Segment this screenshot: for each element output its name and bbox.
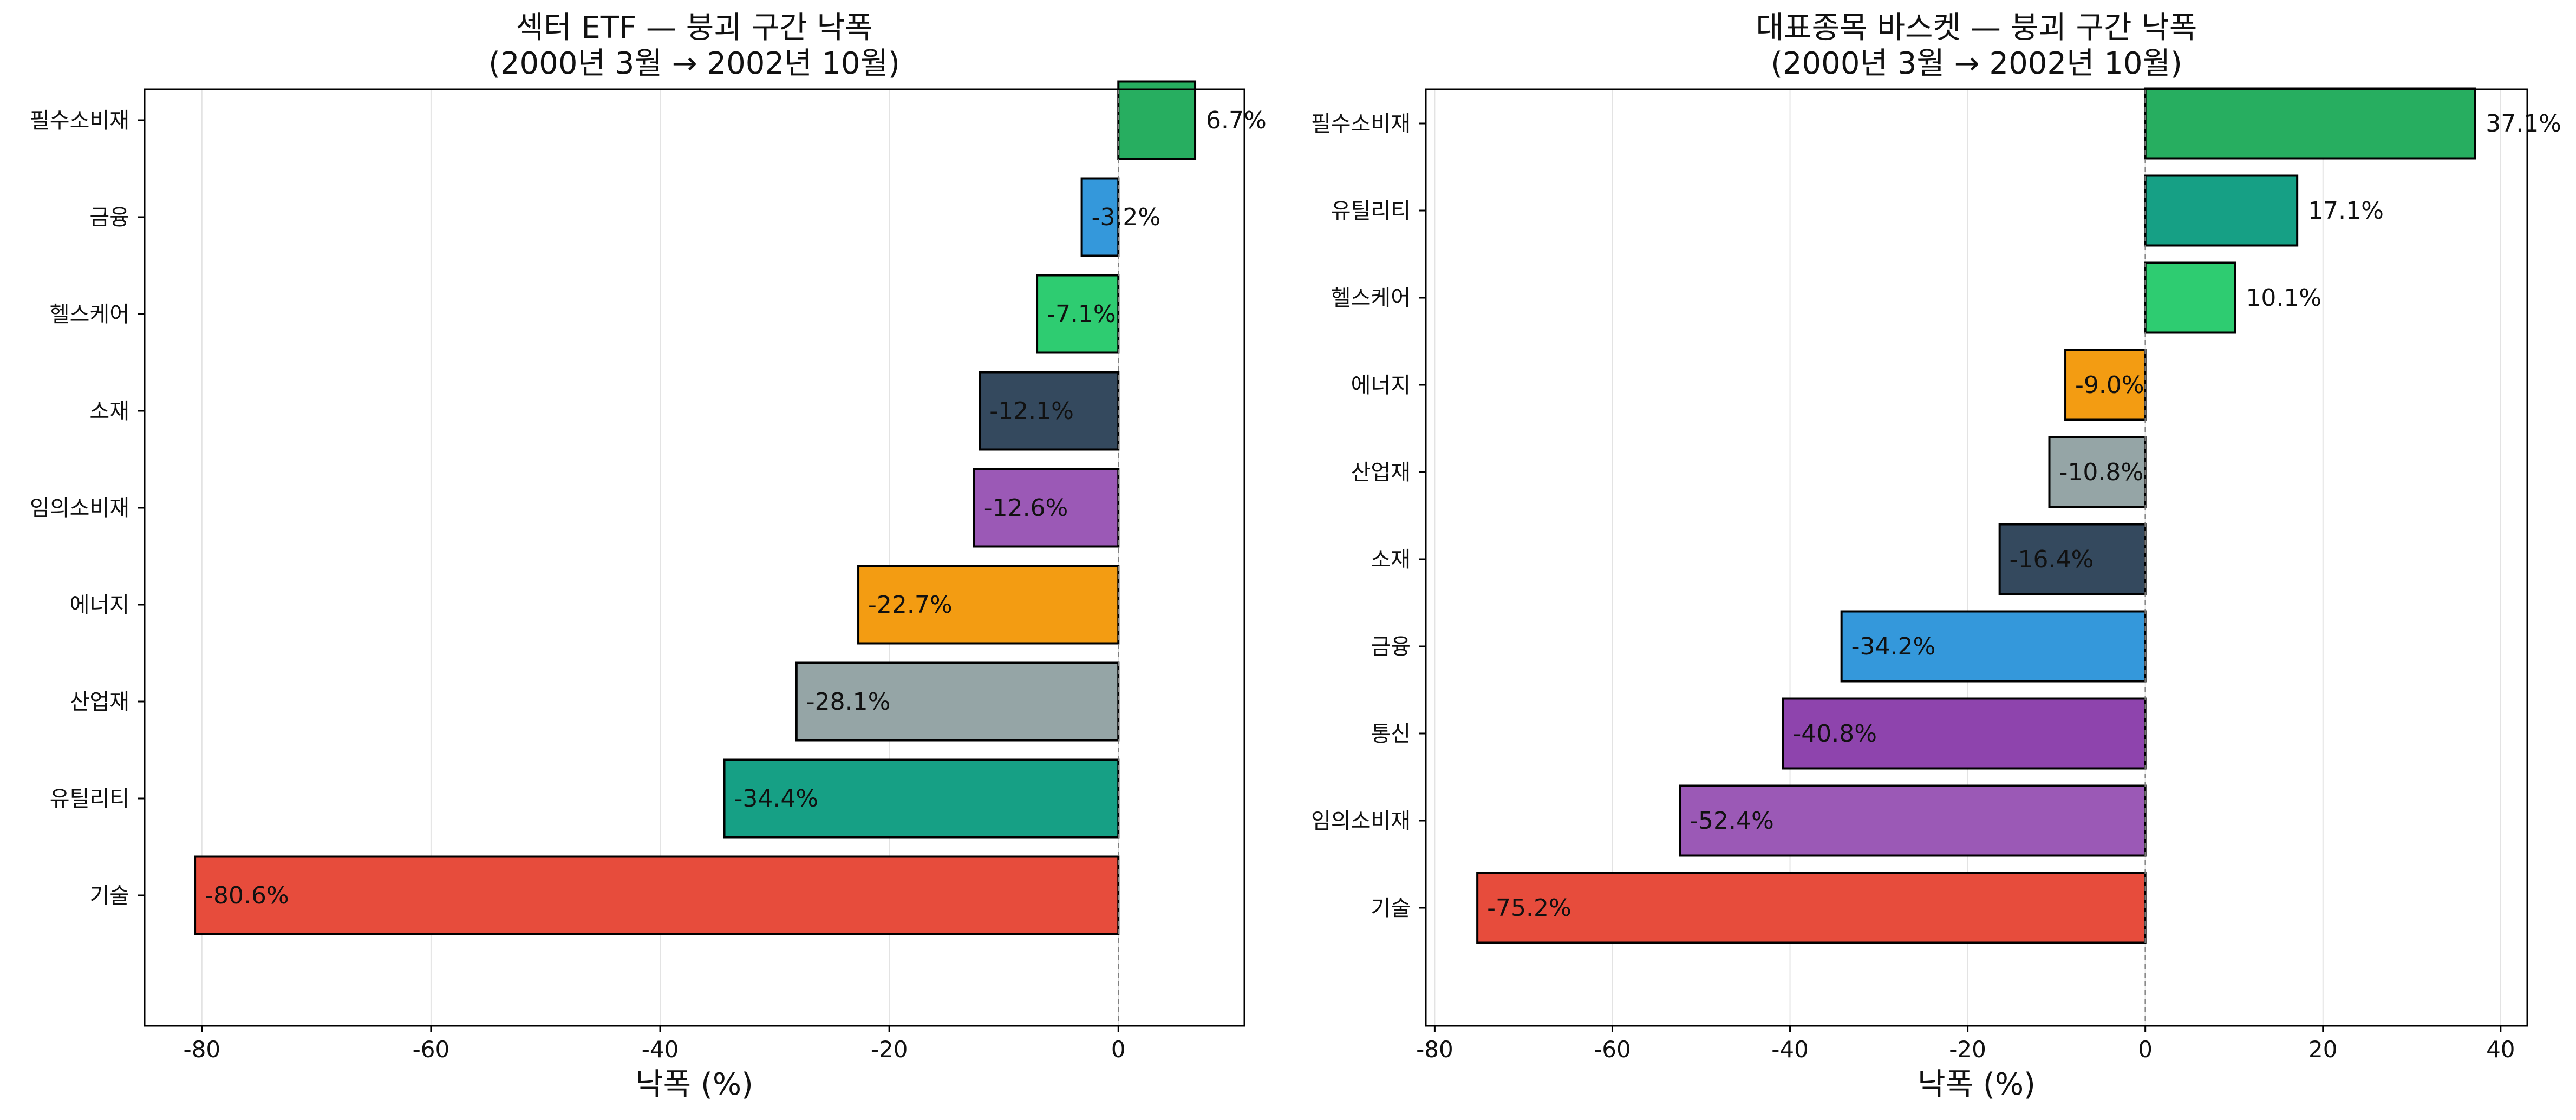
bar (1679, 784, 2147, 857)
plot-frame (144, 88, 1245, 1027)
y-tick-label: 헬스케어 (50, 302, 129, 327)
y-tick-label: 필수소비재 (30, 108, 129, 133)
chart-subtitle: (2000년 3월 → 2002년 10월) (1771, 46, 2182, 81)
bar (2144, 261, 2236, 334)
bar (1840, 610, 2147, 683)
bar (1036, 274, 1120, 354)
y-tick-label: 금융 (89, 205, 129, 230)
bar (979, 371, 1120, 451)
data-label: -52.4% (1690, 807, 1774, 835)
y-tick-label: 기술 (1371, 896, 1411, 921)
x-tick-label: 0 (2138, 1036, 2153, 1063)
x-axis-label: 낙폭 (%) (635, 1067, 753, 1102)
chart-title: 대표종목 바스켓 — 붕괴 구간 낙폭 (1756, 10, 2197, 45)
bar (194, 855, 1120, 935)
x-tick-label: 20 (2308, 1036, 2337, 1063)
x-tick-label: -40 (642, 1036, 679, 1063)
data-label: -16.4% (2010, 546, 2094, 573)
y-tick-label: 산업재 (70, 690, 129, 715)
bar (973, 468, 1120, 548)
y-tick-label: 소재 (89, 399, 129, 424)
y-tick-label: 필수소비재 (1311, 112, 1411, 136)
bar (857, 565, 1120, 645)
x-tick-labels: -80 -60 -40 -20 0 (183, 1026, 1126, 1063)
bar (1476, 872, 2147, 944)
bar (2064, 349, 2147, 421)
x-tick-label: -80 (1416, 1036, 1453, 1063)
x-tick-labels: -80 -60 -40 -20 0 20 40 (1416, 1026, 2515, 1063)
x-tick-label: -60 (413, 1036, 450, 1063)
data-label: -34.2% (1851, 633, 1936, 660)
x-tick-label: -20 (871, 1036, 908, 1063)
x-tick-label: 0 (1111, 1036, 1126, 1063)
chart-subtitle: (2000년 3월 → 2002년 10월) (488, 46, 900, 81)
plot-frame (1425, 88, 2528, 1027)
bar (1080, 177, 1120, 257)
y-tick-label: 산업재 (1351, 460, 1411, 485)
bar (2144, 87, 2476, 160)
bar (723, 758, 1120, 839)
data-label: -40.8% (1792, 720, 1877, 748)
y-tick-label: 헬스케어 (1331, 286, 1411, 311)
y-tick-label: 통신 (1371, 722, 1411, 746)
y-tick-label: 유틸리티 (1331, 199, 1411, 224)
data-label: -75.2% (1487, 894, 1571, 922)
data-label: -3.2% (1092, 204, 1161, 231)
representative-basket-chart: 대표종목 바스켓 — 붕괴 구간 낙폭 (2000년 3월 → 2002년 10… (1311, 10, 2561, 1102)
bar (1998, 523, 2147, 595)
data-label: -12.1% (989, 397, 1074, 425)
bars (194, 80, 1197, 935)
y-tick-label: 소재 (1371, 547, 1411, 572)
data-label: -22.7% (868, 591, 953, 619)
y-tick-label: 유틸리티 (50, 787, 129, 811)
y-tick-label: 기술 (89, 883, 129, 908)
data-label: 10.1% (2246, 284, 2321, 312)
sector-etf-chart: 섹터 ETF — 붕괴 구간 낙폭 (2000년 3월 → 2002년 10월)… (30, 10, 1267, 1102)
data-label: 6.7% (1206, 107, 1267, 134)
data-labels: 6.7% -3.2% -7.1% -12.1% -12.6% -22.7% -28.1% -3… (205, 107, 1267, 909)
data-label: -12.6% (984, 494, 1068, 522)
y-tick-label: 임의소비재 (30, 496, 129, 521)
y-tick-label: 임의소비재 (1311, 809, 1411, 834)
bars (1476, 87, 2476, 944)
x-tick-label: -40 (1771, 1036, 1809, 1063)
data-labels: 37.1% 17.1% 10.1% -9.0% -10.8% -16.4% -34.2% -4… (1487, 110, 2561, 922)
x-tick-label: 40 (2486, 1036, 2515, 1063)
data-label: -34.4% (734, 785, 819, 813)
data-label: -10.8% (2059, 459, 2144, 486)
x-tick-label: -60 (1594, 1036, 1631, 1063)
data-label: -7.1% (1047, 300, 1116, 328)
y-tick-label: 에너지 (1351, 373, 1411, 398)
y-tick-label: 금융 (1371, 634, 1411, 659)
x-axis-label: 낙폭 (%) (1918, 1067, 2036, 1102)
data-label: -9.0% (2075, 371, 2144, 399)
bar (1782, 697, 2147, 770)
data-label: -28.1% (806, 688, 891, 716)
data-label: 17.1% (2308, 197, 2384, 225)
bar (2144, 174, 2299, 247)
chart-title: 섹터 ETF — 붕괴 구간 낙폭 (516, 10, 873, 45)
x-tick-label: -20 (1949, 1036, 1986, 1063)
bar (795, 661, 1120, 742)
bar (2048, 436, 2147, 508)
data-label: -80.6% (205, 882, 289, 909)
data-label: 37.1% (2486, 110, 2561, 137)
y-tick-label: 에너지 (70, 593, 129, 618)
x-tick-label: -80 (183, 1036, 220, 1063)
bar (1117, 80, 1197, 160)
